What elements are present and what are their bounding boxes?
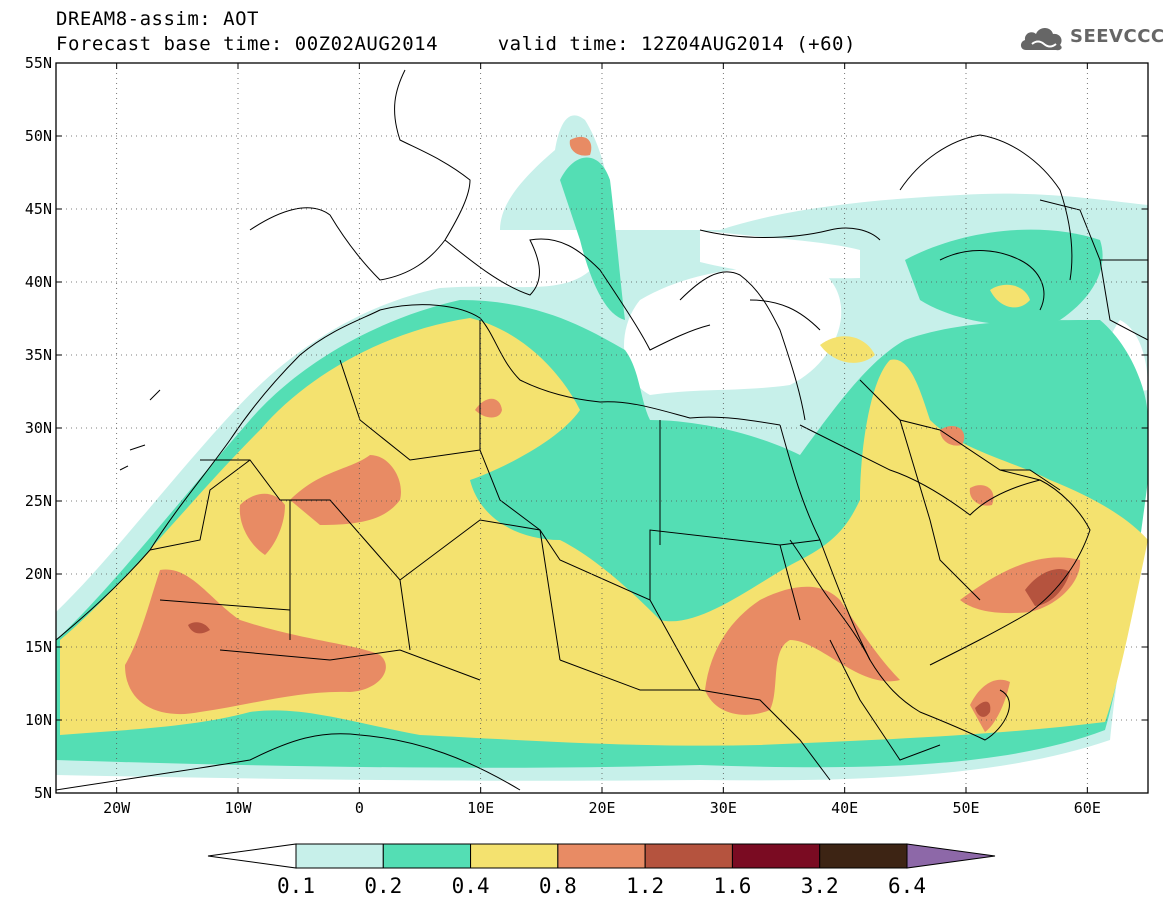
- lat-tick-label: 35N: [25, 346, 52, 364]
- colorbar-segment: [731, 843, 821, 869]
- colorbar-segment: [819, 843, 908, 869]
- lat-tick-label: 55N: [25, 54, 52, 72]
- colorbar-label: 3.2: [801, 874, 839, 898]
- colorbar-segment: [557, 843, 646, 869]
- colorbar: 0.1 0.2 0.4 0.8 1.2 1.6 3.2 6.4: [207, 843, 996, 898]
- colorbar-label: 0.1: [277, 874, 315, 898]
- lon-tick-label: 20E: [588, 799, 615, 817]
- colorbar-segment: [382, 843, 472, 869]
- coastlines: [56, 69, 1148, 791]
- lon-tick-label: 20W: [103, 799, 131, 817]
- map-title: DREAM8-assim: AOT: [56, 8, 259, 30]
- colorbar-label: 6.4: [888, 874, 926, 898]
- longitude-axis: 20W 10W 0 10E 20E 30E 40E 50E 60E: [103, 63, 1101, 817]
- colorbar-label: 1.6: [713, 874, 751, 898]
- colorbar-label: 0.8: [539, 874, 577, 898]
- colorbar-label: 0.4: [452, 874, 490, 898]
- gridlines: [56, 63, 1148, 793]
- aot-contour-0.4: [60, 284, 1148, 746]
- colorbar-segment: [644, 843, 733, 869]
- lat-tick-label: 5N: [34, 784, 52, 802]
- lon-tick-label: 50E: [952, 799, 979, 817]
- lat-tick-label: 10N: [25, 711, 52, 729]
- logo-text: SEEVCCC: [1070, 26, 1165, 47]
- lon-tick-label: 10W: [224, 799, 252, 817]
- lon-tick-label: 40E: [831, 799, 858, 817]
- lat-tick-label: 40N: [25, 273, 52, 291]
- lat-tick-label: 15N: [25, 638, 52, 656]
- lat-tick-label: 50N: [25, 127, 52, 145]
- seevccc-logo: SEEVCCC: [1018, 22, 1164, 56]
- colorbar-over-arrow: [906, 843, 996, 869]
- colorbar-segment: [295, 843, 384, 869]
- lat-tick-label: 25N: [25, 492, 52, 510]
- map-subtitle: Forecast base time: 00Z02AUG2014 valid t…: [56, 33, 856, 55]
- latitude-axis: 55N 50N 45N 40N 35N 30N 25N 20N 15N 10N 5N: [25, 54, 1148, 802]
- colorbar-label: 1.2: [626, 874, 664, 898]
- aot-contour-1.2: [188, 569, 1070, 717]
- lat-tick-label: 45N: [25, 200, 52, 218]
- lon-tick-label: 0: [355, 799, 364, 817]
- colorbar-label: 0.2: [364, 874, 402, 898]
- lon-tick-label: 60E: [1074, 799, 1101, 817]
- lon-tick-label: 10E: [467, 799, 494, 817]
- colorbar-under-arrow: [207, 843, 297, 869]
- lon-tick-label: 30E: [710, 799, 737, 817]
- lat-tick-label: 20N: [25, 565, 52, 583]
- colorbar-segment: [470, 843, 559, 869]
- cloud-icon: [1020, 28, 1062, 51]
- lat-tick-label: 30N: [25, 419, 52, 437]
